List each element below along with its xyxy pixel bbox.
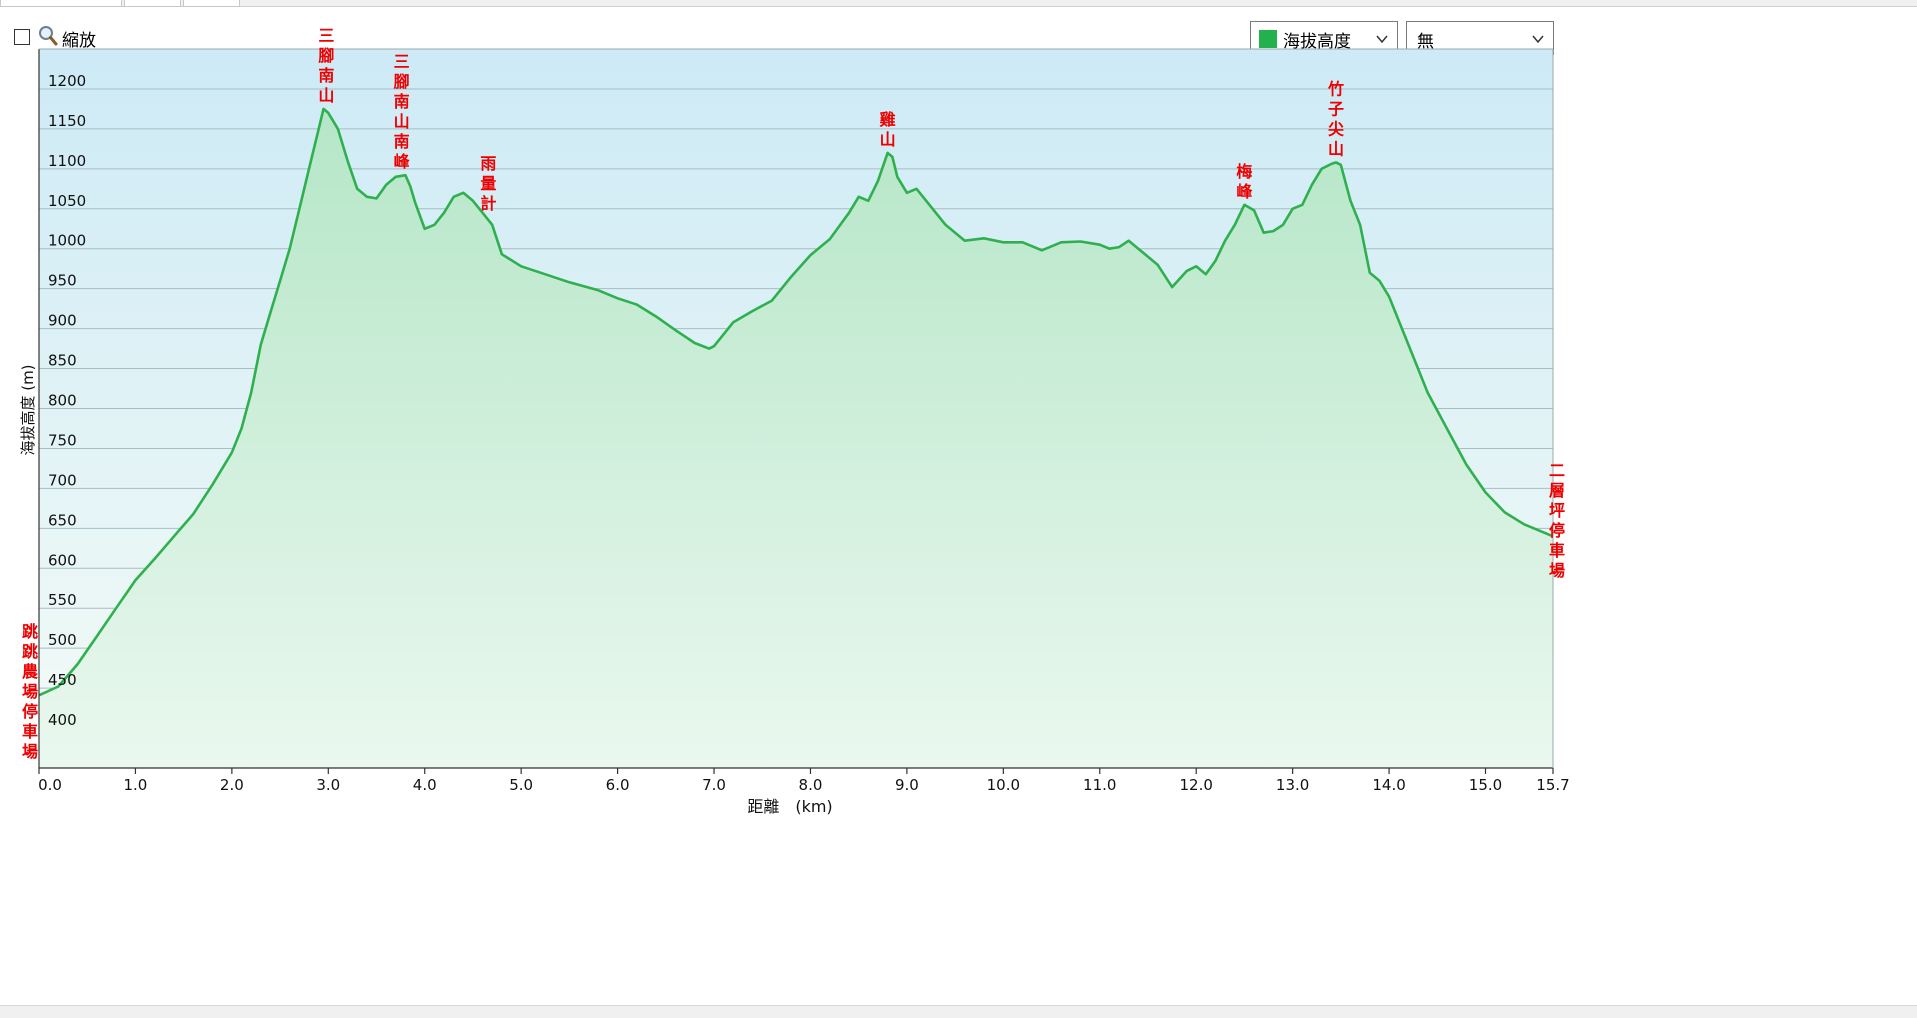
- status-strip: [0, 1005, 1917, 1018]
- y-tick-label: 1050: [48, 192, 86, 210]
- annotation-label: 竹子尖山: [1327, 79, 1344, 158]
- x-tick-label: 14.0: [1372, 776, 1405, 794]
- y-tick-label: 1100: [48, 152, 86, 170]
- x-tick-label: 4.0: [413, 776, 437, 794]
- y-tick-label: 1150: [48, 112, 86, 130]
- toolbar: 縮放 海拔高度 無: [0, 7, 1917, 55]
- peak-annotation: 二層坪停車場: [1549, 461, 1565, 580]
- x-tick-label: 9.0: [895, 776, 919, 794]
- zoom-checkbox[interactable]: [14, 29, 30, 45]
- x-tick-label: 10.0: [987, 776, 1020, 794]
- x-tick-label: 7.0: [702, 776, 726, 794]
- peak-annotation: 梅峰: [1236, 162, 1253, 201]
- y-tick-label: 1000: [48, 232, 86, 250]
- x-tick-label: 3.0: [316, 776, 340, 794]
- y-tick-label: 600: [48, 551, 77, 569]
- y-tick-label: 950: [48, 272, 77, 290]
- x-tick-labels: 0.0 1.0 2.0 3.0 4.0 5.0 6.0 7.0 8.0 9.0 10.0 11.0 12…: [38, 768, 1570, 794]
- peak-annotation: 跳跳農場停車場: [22, 622, 39, 761]
- x-tick-label: 2.0: [220, 776, 244, 794]
- y-tick-label: 850: [48, 352, 77, 370]
- x-tick-label: 13.0: [1276, 776, 1309, 794]
- tab-middle[interactable]: [124, 0, 181, 7]
- tab-right[interactable]: [183, 0, 240, 7]
- y-tick-label: 700: [48, 471, 77, 489]
- x-tick-label: 8.0: [799, 776, 823, 794]
- x-tick-label: 5.0: [509, 776, 533, 794]
- y-tick-label: 550: [48, 591, 77, 609]
- annotation-label: 梅峰: [1236, 162, 1253, 201]
- y-tick-label: 1200: [48, 72, 86, 90]
- x-tick-label: 11.0: [1083, 776, 1116, 794]
- x-tick-label: 12.0: [1179, 776, 1212, 794]
- zoom-label: 縮放: [62, 31, 96, 51]
- annotation-label: 跳跳農場停車場: [22, 622, 39, 761]
- y-tick-label: 900: [48, 312, 77, 330]
- y-tick-label: 500: [48, 631, 77, 649]
- peak-annotation: 竹子尖山: [1327, 79, 1344, 158]
- x-axis-title: 距離 (km): [747, 797, 832, 816]
- series-select-value: 海拔高度: [1283, 32, 1351, 52]
- y-tick-label: 650: [48, 511, 77, 529]
- tab-left[interactable]: [0, 0, 122, 7]
- annotation-label: 雨量計: [480, 154, 496, 213]
- peak-annotation: 雨量計: [480, 154, 496, 213]
- tab-strip: [0, 0, 1917, 7]
- y-tick-label: 450: [48, 671, 77, 689]
- chevron-down-icon: [1532, 35, 1544, 44]
- elevation-line: [38, 107, 1554, 697]
- x-tick-label: 6.0: [606, 776, 630, 794]
- annotation-label: 三腳南山: [318, 26, 334, 105]
- y-tick-label: 750: [48, 431, 77, 449]
- y-tick-labels: 400 450 500 550 600 650 700 750 800 850 900 950 1000…: [48, 72, 86, 729]
- secondary-select-value: 無: [1417, 32, 1434, 52]
- x-tick-label: 1.0: [124, 776, 148, 794]
- x-tick-label: 0.0: [38, 776, 62, 794]
- peak-annotation: 三腳南山南峰: [394, 52, 411, 171]
- x-tick-label: 15.7: [1536, 776, 1569, 794]
- peak-annotation: 三腳南山: [318, 26, 334, 105]
- y-tick-label: 400: [48, 711, 77, 729]
- annotation-label: 三腳南山南峰: [394, 52, 411, 171]
- series-color-swatch: [1259, 30, 1277, 48]
- chevron-down-icon: [1376, 35, 1388, 44]
- y-tick-label: 800: [48, 392, 77, 410]
- y-axis-title: 海拔高度 (m): [19, 364, 37, 455]
- annotation-label: 二層坪停車場: [1549, 461, 1565, 580]
- x-tick-label: 15.0: [1469, 776, 1502, 794]
- axes: [38, 48, 1554, 769]
- peak-annotations: 三腳南山 三腳南山南峰雨量計 雞山梅峰 竹子尖山跳跳農場停車場 二層坪停車場: [22, 26, 1565, 761]
- peak-annotation: 雞山: [879, 110, 896, 149]
- magnifier-icon: [39, 26, 58, 46]
- annotation-label: 雞山: [879, 110, 896, 149]
- elevation-area-fill: [39, 108, 1553, 768]
